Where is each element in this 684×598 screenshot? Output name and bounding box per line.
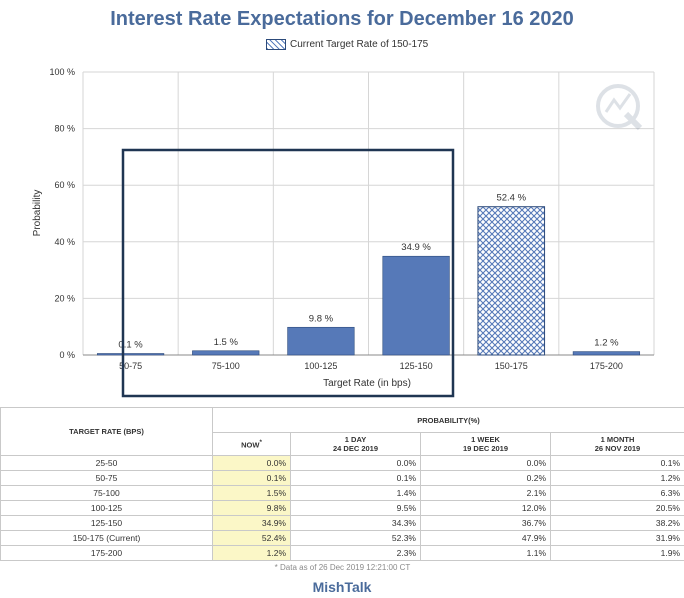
now-cell: 34.9% [212, 515, 291, 531]
table-row: 175-200 1.2% 2.3% 1.1% 1.9% [0, 545, 684, 561]
data-label: 52.4 % [496, 193, 526, 204]
now-cell: 0.1% [212, 470, 291, 486]
one-week-cell: 47.9% [420, 530, 551, 546]
one-day-cell: 34.3% [290, 515, 421, 531]
one-week-cell: 1.1% [420, 545, 551, 561]
header-1day: 1 DAY 24 DEC 2019 [290, 432, 421, 456]
one-week-cell: 0.2% [420, 470, 551, 486]
watermark-logo [596, 84, 643, 131]
header-1week: 1 WEEK 19 DEC 2019 [420, 432, 551, 456]
rate-cell: 150-175 (Current) [0, 530, 213, 546]
data-label: 1.5 % [214, 337, 239, 348]
rate-cell: 25-50 [0, 455, 213, 471]
y-tick-label: 80 % [54, 124, 75, 134]
one-day-cell: 52.3% [290, 530, 421, 546]
y-tick-label: 100 % [49, 67, 75, 77]
now-cell: 9.8% [212, 500, 291, 516]
bar [192, 350, 260, 356]
one-month-cell: 0.1% [550, 455, 684, 471]
table-row: 25-50 0.0% 0.0% 0.0% 0.1% [0, 455, 684, 471]
table-row: 125-150 34.9% 34.3% 36.7% 38.2% [0, 515, 684, 531]
data-label: 0.1 % [118, 340, 143, 351]
table-row: 150-175 (Current) 52.4% 52.3% 47.9% 31.9% [0, 530, 684, 546]
x-tick-label: 150-175 [495, 361, 528, 371]
legend-label: Current Target Rate of 150-175 [290, 38, 429, 50]
x-tick-label: 50-75 [119, 361, 142, 371]
now-cell: 1.2% [212, 545, 291, 561]
x-tick-label: 75-100 [212, 361, 240, 371]
bar [382, 255, 450, 356]
y-tick-label: 0 % [59, 350, 75, 360]
y-tick-label: 60 % [54, 180, 75, 190]
brand-footer: MishTalk [312, 579, 372, 595]
one-week-cell: 36.7% [420, 515, 551, 531]
one-month-cell: 38.2% [550, 515, 684, 531]
bar [572, 351, 641, 356]
one-month-cell: 1.9% [550, 545, 684, 561]
legend-swatch [266, 38, 286, 50]
data-timestamp: * Data as of 26 Dec 2019 12:21:00 CT [274, 562, 411, 572]
one-day-cell: 9.5% [290, 500, 421, 516]
one-day-cell: 2.3% [290, 545, 421, 561]
rate-cell: 75-100 [0, 485, 213, 501]
header-now-mark: * [259, 438, 262, 446]
data-label: 34.9 % [401, 242, 431, 253]
rate-cell: 175-200 [0, 545, 213, 561]
one-day-cell: 0.1% [290, 470, 421, 486]
bar [96, 353, 165, 356]
data-label: 1.2 % [594, 338, 619, 349]
y-tick-label: 40 % [54, 237, 75, 247]
table-row: 75-100 1.5% 1.4% 2.1% 6.3% [0, 485, 684, 501]
one-month-cell: 20.5% [550, 500, 684, 516]
rate-cell: 100-125 [0, 500, 213, 516]
bar-highlight [477, 206, 546, 356]
y-axis-label: Probability [32, 190, 43, 237]
one-month-cell: 6.3% [550, 485, 684, 501]
one-month-cell: 1.2% [550, 470, 684, 486]
bar-chart: 0 % 20 % 40 % 60 % 80 % 100 % 0.1 % 50-75 1.5 %… [32, 67, 655, 398]
bar [287, 326, 355, 356]
now-cell: 0.0% [212, 455, 291, 471]
one-week-cell: 2.1% [420, 485, 551, 501]
one-week-cell: 0.0% [420, 455, 551, 471]
header-probability: PROBABILITY(%) [212, 407, 684, 433]
data-label: 9.8 % [309, 313, 334, 324]
probability-table: TARGET RATE (BPS) PROBABILITY(%) NOW* 1 … [0, 407, 684, 573]
header-1month: 1 MONTH 26 NOV 2019 [550, 432, 684, 456]
x-tick-label: 175-200 [590, 361, 623, 371]
rate-cell: 125-150 [0, 515, 213, 531]
one-week-cell: 12.0% [420, 500, 551, 516]
header-target-rate: TARGET RATE (BPS) [0, 407, 213, 456]
now-cell: 1.5% [212, 485, 291, 501]
one-month-cell: 31.9% [550, 530, 684, 546]
now-cell: 52.4% [212, 530, 291, 546]
y-tick-label: 20 % [54, 293, 75, 303]
rate-cell: 50-75 [0, 470, 213, 486]
highlight-box [121, 148, 455, 398]
table-row: 50-75 0.1% 0.1% 0.2% 1.2% [0, 470, 684, 486]
table-row: 100-125 9.8% 9.5% 12.0% 20.5% [0, 500, 684, 516]
header-now: NOW* [212, 432, 291, 456]
x-tick-label: 100-125 [304, 361, 337, 371]
one-day-cell: 1.4% [290, 485, 421, 501]
legend: Current Target Rate of 150-175 [266, 37, 428, 51]
one-day-cell: 0.0% [290, 455, 421, 471]
x-axis-label: Target Rate (in bps) [323, 378, 411, 389]
x-tick-label: 125-150 [400, 361, 433, 371]
chart-title: Interest Rate Expectations for December … [110, 8, 574, 30]
